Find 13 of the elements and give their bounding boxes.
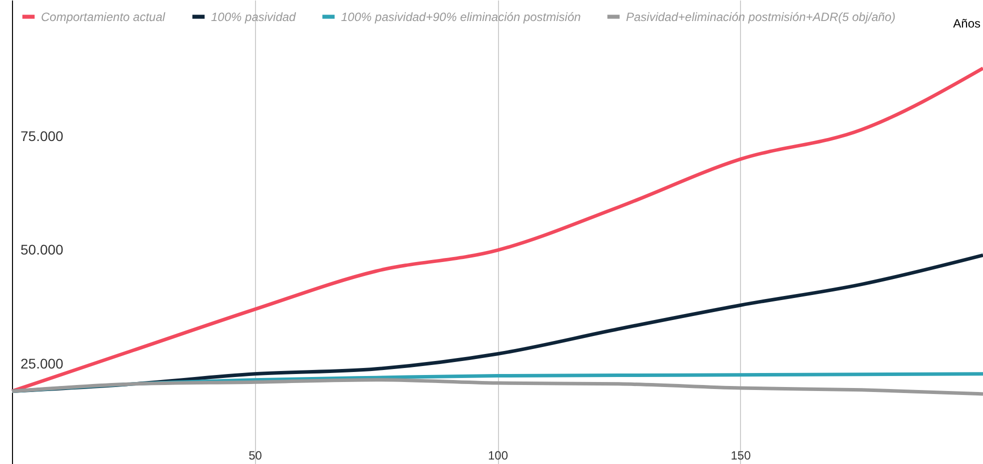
legend-label: 100% pasividad+90% eliminación postmisión: [341, 10, 582, 24]
x-axis-title: Años: [953, 16, 980, 30]
legend-label: Pasividad+eliminación postmisión+ADR(5 obj/año): [626, 10, 896, 24]
y-tick-label: 25.000: [20, 355, 64, 372]
x-tick-label: 100: [488, 448, 508, 462]
legend-label: 100% pasividad: [211, 10, 296, 24]
line-series: [10, 66, 983, 393]
x-tick-label: 50: [248, 448, 262, 462]
line-series: [10, 378, 983, 396]
y-tick-label: 75.000: [20, 128, 64, 144]
y-tick-label: 50.000: [20, 242, 64, 258]
x-tick-label: 150: [730, 448, 752, 462]
legend-label: Comportamiento actual: [41, 10, 166, 24]
